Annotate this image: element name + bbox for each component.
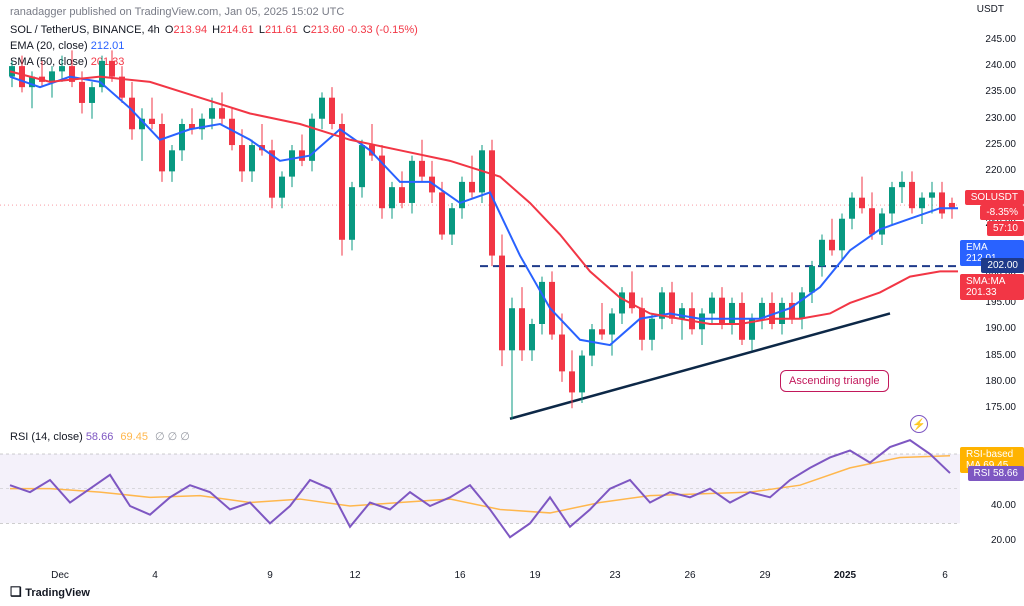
- x-tick: Dec: [51, 570, 69, 581]
- price-badge-solusdt: SOLUSDT: [965, 190, 1024, 205]
- rsi-tick: 20.00: [991, 535, 1016, 546]
- x-tick: 16: [454, 570, 465, 581]
- y-tick: 180.00: [985, 376, 1016, 387]
- rsi-panel[interactable]: RSI (14, close) 58.66 69.45 ∅ ∅ ∅: [0, 428, 960, 558]
- y-tick: 190.00: [985, 323, 1016, 334]
- tradingview-logo: ❏ TradingView: [10, 584, 90, 600]
- y-tick: 240.00: [985, 60, 1016, 71]
- rsi-axis[interactable]: 40.0020.00RSI-based MA 69.45RSI 58.66: [960, 428, 1024, 558]
- y-tick: 220.00: [985, 165, 1016, 176]
- pattern-annotation: Ascending triangle: [780, 370, 889, 392]
- y-axis-unit: USDT: [977, 4, 1004, 15]
- y-tick: 185.00: [985, 350, 1016, 361]
- rsi-badge: RSI 58.66: [968, 466, 1024, 481]
- x-tick: 23: [609, 570, 620, 581]
- x-tick: 19: [529, 570, 540, 581]
- y-tick: 245.00: [985, 34, 1016, 45]
- y-tick: 235.00: [985, 86, 1016, 97]
- x-tick: 29: [759, 570, 770, 581]
- y-tick: 225.00: [985, 139, 1016, 150]
- rsi-indicator: RSI (14, close) 58.66 69.45 ∅ ∅ ∅: [10, 430, 190, 443]
- price-chart[interactable]: [0, 24, 960, 424]
- price-badge-countdown: 57:10: [987, 221, 1024, 236]
- publisher-header: ranadagger published on TradingView.com,…: [10, 6, 344, 18]
- price-axis[interactable]: 245.00240.00235.00230.00225.00220.00215.…: [960, 24, 1024, 424]
- y-tick: 230.00: [985, 113, 1016, 124]
- x-tick: 4: [152, 570, 158, 581]
- x-tick: 9: [267, 570, 273, 581]
- x-tick: 12: [349, 570, 360, 581]
- price-badge-sma: SMA:MA 201.33: [960, 274, 1024, 300]
- price-badge-pct: -8.35%: [980, 205, 1024, 220]
- y-tick: 175.00: [985, 402, 1016, 413]
- x-tick: 2025: [834, 570, 856, 581]
- rsi-tick: 40.00: [991, 500, 1016, 511]
- x-tick: 6: [942, 570, 948, 581]
- time-axis[interactable]: Dec 4 9 12 16 19 23 26 29 2025 6: [0, 561, 960, 581]
- price-badge-dash: 202.00: [981, 258, 1024, 273]
- x-tick: 26: [684, 570, 695, 581]
